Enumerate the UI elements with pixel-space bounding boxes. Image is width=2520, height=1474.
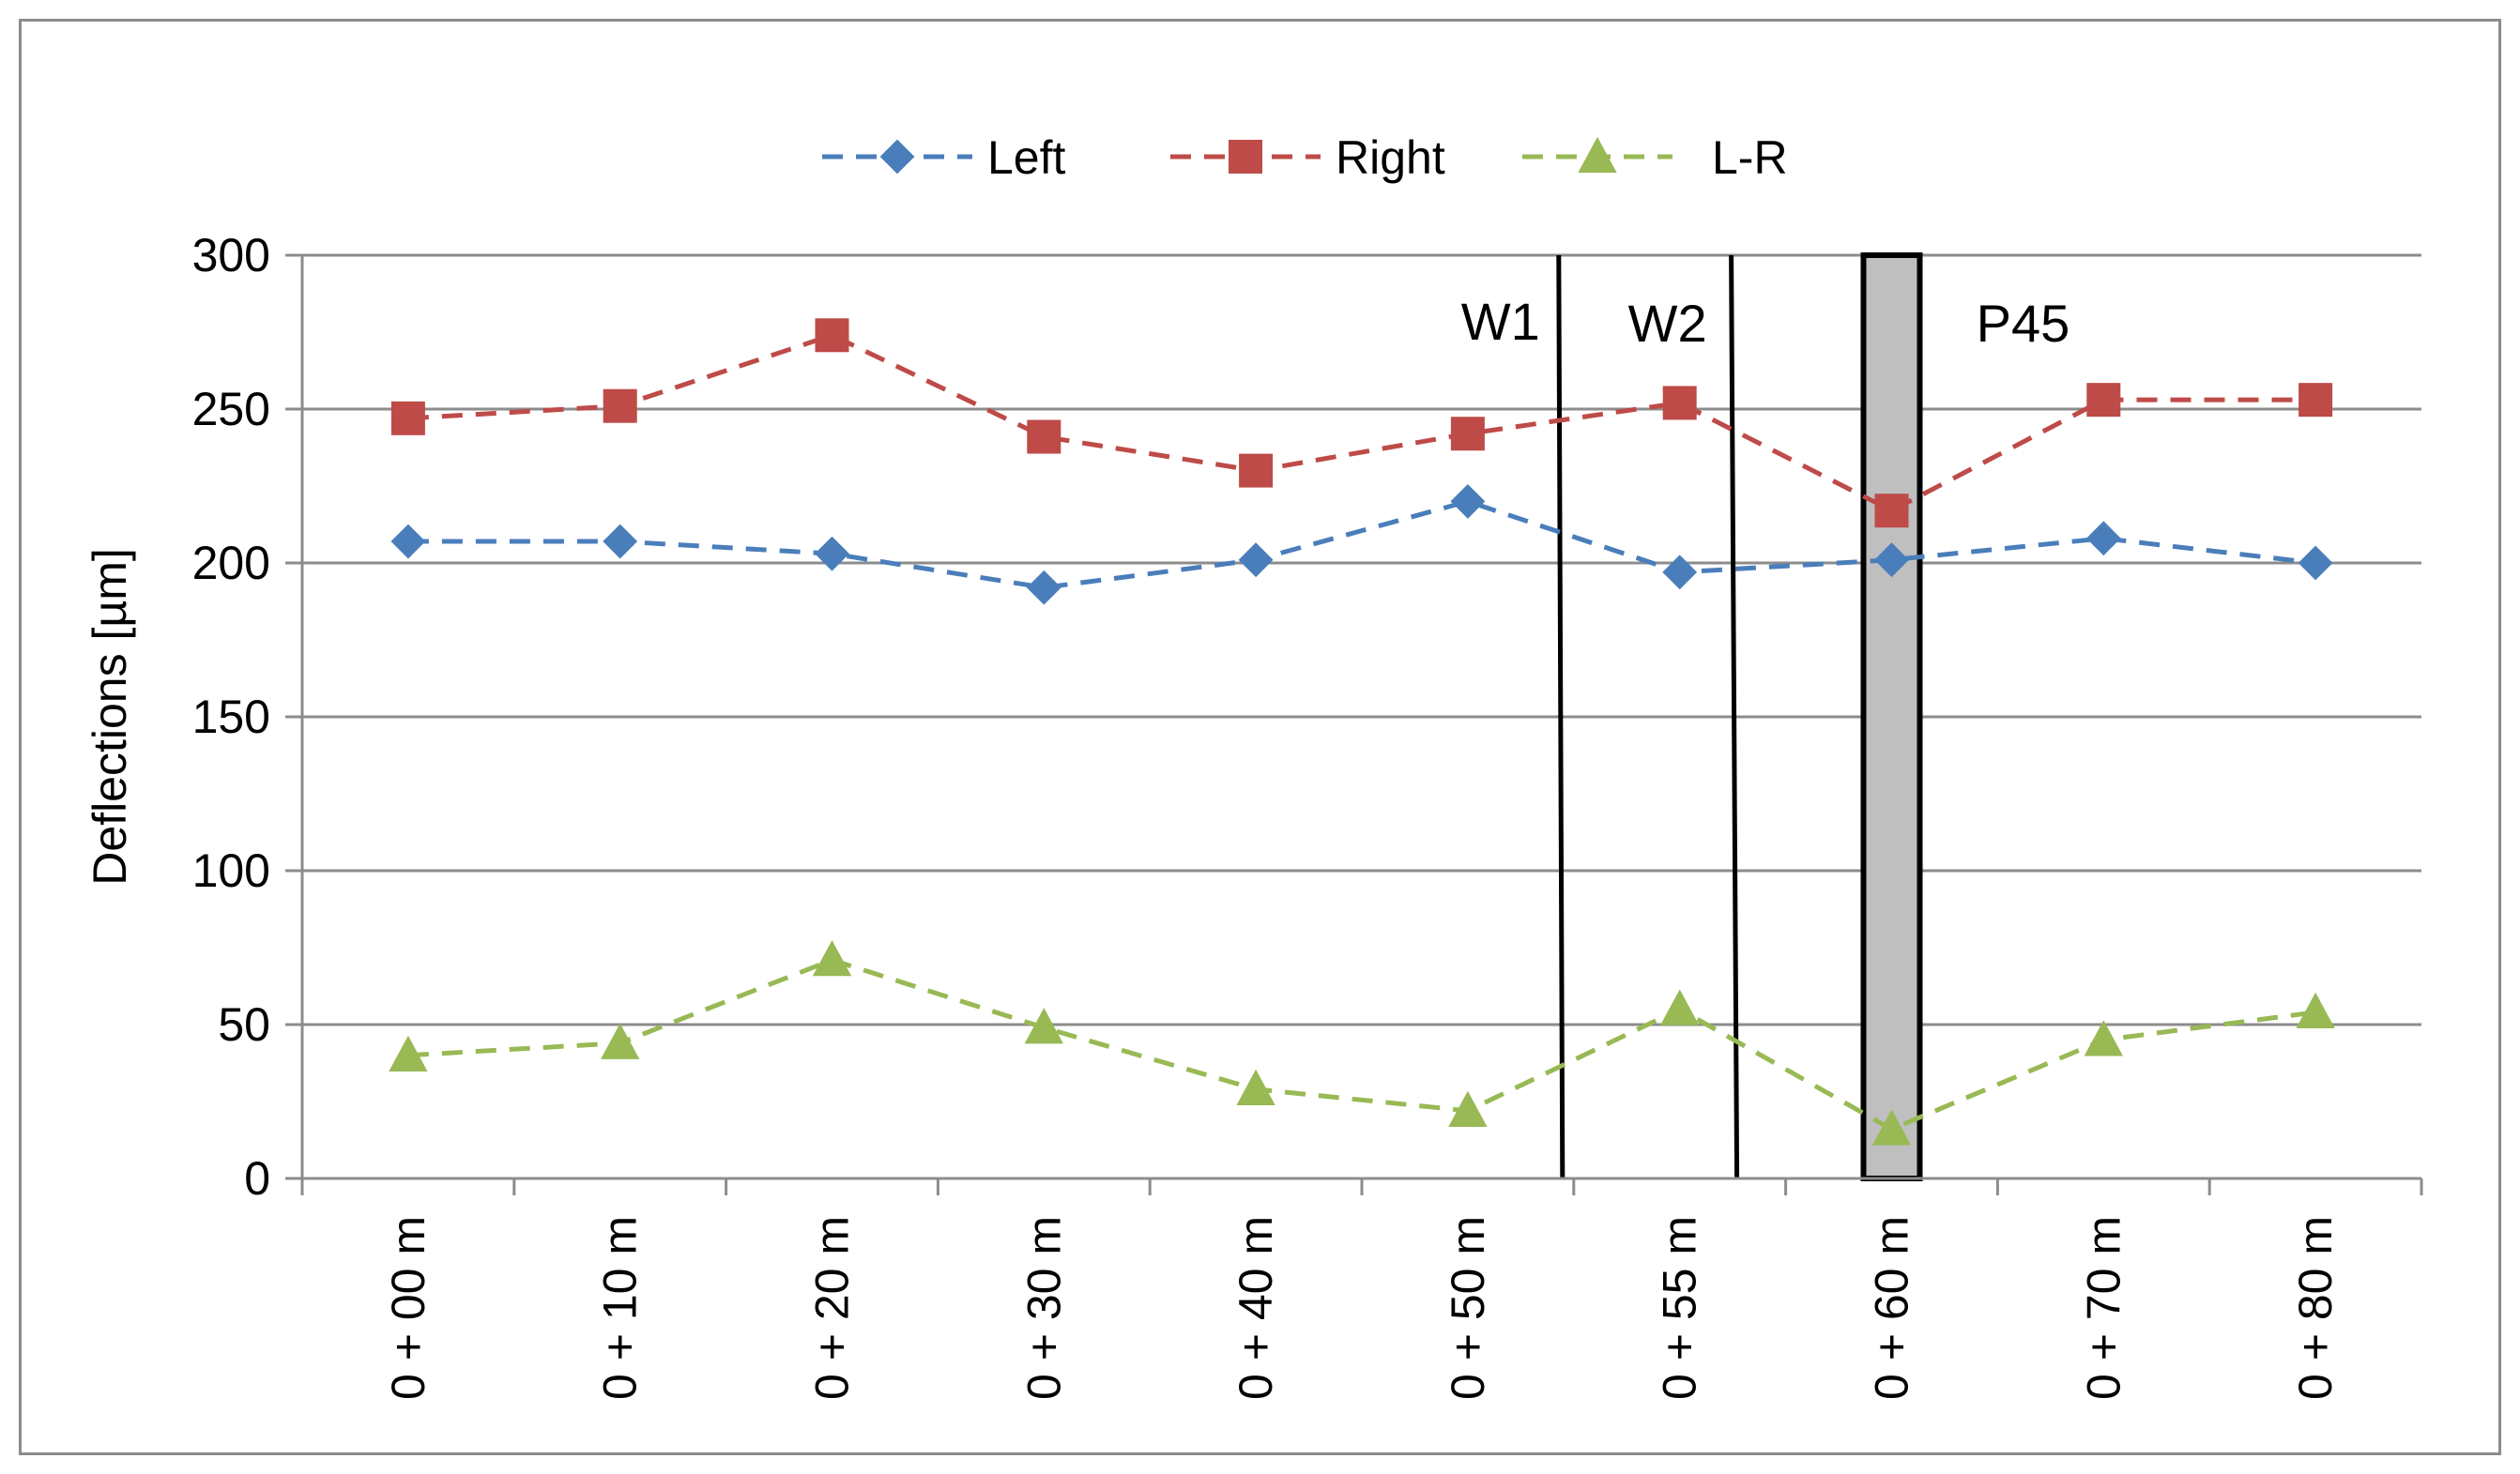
x-tick-label: 0 + 60 m: [1866, 1216, 1918, 1400]
x-tick-label: 0 + 20 m: [806, 1216, 859, 1400]
zone-label-w1: W1: [1461, 292, 1540, 351]
data-point-right: [390, 401, 425, 435]
data-point-l-r: [1024, 1008, 1063, 1044]
legend-marker: [879, 139, 915, 175]
series: [389, 318, 2335, 1146]
data-point-right: [1450, 417, 1485, 451]
series-line-left: [407, 498, 2316, 590]
data-point-left: [603, 524, 638, 559]
legend-label: Left: [987, 131, 1066, 184]
data-point-l-r: [601, 1023, 640, 1059]
x-tick-label: 0 + 80 m: [2289, 1216, 2342, 1400]
x-tick-label: 0 + 10 m: [594, 1216, 647, 1400]
zone-line-w1: [1556, 254, 1565, 1179]
data-point-right: [2086, 383, 2121, 418]
legend-label: Right: [1336, 131, 1445, 184]
legend-marker: [1578, 136, 1617, 174]
data-point-l-r: [1236, 1069, 1275, 1106]
data-point-right: [1662, 386, 1697, 420]
y-tick-label: 0: [244, 1152, 270, 1205]
series-line-right: [407, 332, 2316, 514]
axes: 0 50 100 150 200 250 300 0 + 00 m 0 + 10 m 0 + 20…: [192, 229, 2423, 1400]
data-point-l-r: [1660, 989, 1700, 1026]
series-l-r: [389, 940, 2335, 1146]
data-point-l-r: [812, 940, 852, 977]
gridlines: [302, 253, 2421, 1026]
y-tick-label: 150: [192, 691, 270, 743]
y-tick-label: 200: [192, 537, 270, 589]
data-point-l-r: [2084, 1020, 2123, 1056]
zone-line-w2: [1729, 254, 1740, 1179]
chart-frame: [19, 19, 2501, 1455]
data-point-right: [603, 388, 637, 423]
legend-marker: [1229, 140, 1262, 174]
zone-label-w2: W2: [1628, 294, 1707, 353]
x-tick-label: 0 + 40 m: [1229, 1216, 1282, 1400]
data-point-left: [815, 536, 849, 571]
data-point-right: [1874, 494, 1909, 528]
legend-label: L-R: [1712, 131, 1788, 184]
zone-band-p45: [1860, 252, 1923, 1181]
x-tick-label: 0 + 50 m: [1442, 1216, 1494, 1400]
legend-item-l-r: L-R: [1522, 131, 1788, 184]
data-point-left: [2085, 521, 2121, 556]
y-tick-label: 300: [192, 229, 270, 281]
data-point-right: [2299, 383, 2333, 418]
data-point-l-r: [2296, 992, 2335, 1029]
x-tick-label: 0 + 70 m: [2077, 1216, 2130, 1400]
data-point-l-r: [389, 1035, 428, 1071]
y-tick-label: 100: [192, 844, 270, 897]
legend-item-right: Right: [1170, 131, 1445, 184]
data-point-right: [1239, 453, 1274, 488]
y-tick-label: 50: [218, 998, 270, 1051]
series-line-l-r: [407, 957, 2316, 1132]
data-point-left: [390, 524, 426, 559]
data-point-left: [2298, 545, 2333, 581]
data-point-left: [1450, 483, 1486, 519]
x-tick-label: 0 + 00 m: [382, 1216, 435, 1400]
data-point-left: [1026, 570, 1061, 605]
data-point-l-r: [1448, 1090, 1488, 1127]
x-tick-label: 0 + 30 m: [1017, 1216, 1070, 1400]
data-point-l-r: [1871, 1109, 1912, 1146]
data-point-right: [815, 318, 849, 353]
legend: Left Right L-R: [822, 131, 1788, 184]
x-tick-label: 0 + 55 m: [1654, 1216, 1706, 1400]
y-axis-title: Deflections [µm]: [84, 548, 136, 885]
data-point-left: [1662, 555, 1698, 590]
labels: W1 W2 P45 Deflections [µm]: [84, 292, 2069, 886]
data-point-left: [1238, 542, 1274, 578]
data-point-right: [1027, 419, 1061, 454]
series-right: [390, 318, 2333, 528]
data-point-left: [1874, 542, 1909, 578]
zone-label-p45: P45: [1977, 294, 2070, 353]
y-tick-label: 250: [192, 383, 270, 435]
legend-item-left: Left: [822, 131, 1066, 184]
series-left: [390, 483, 2333, 605]
